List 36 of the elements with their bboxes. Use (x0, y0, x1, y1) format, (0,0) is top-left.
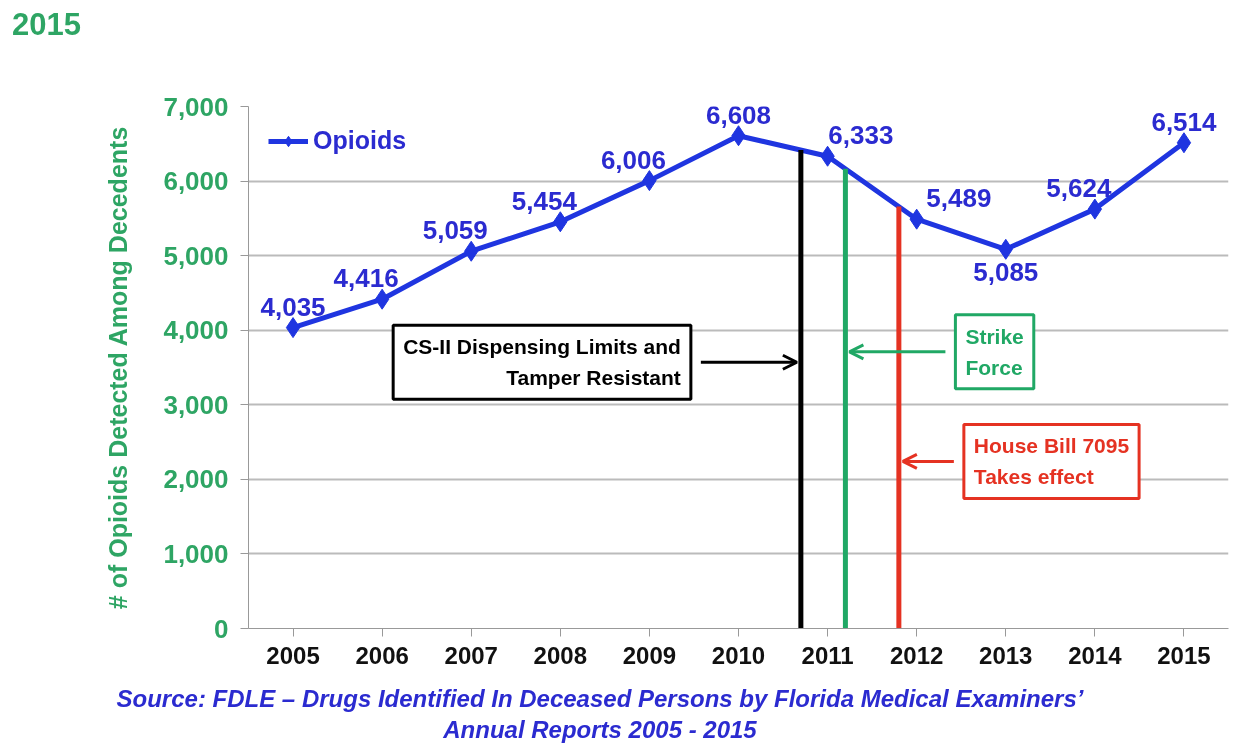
ref-line-label: CS-II Dispensing Limits and Tamper Resistant (403, 335, 681, 390)
data-label: 5,624 (1046, 173, 1112, 204)
y-tick-label: 1,000 (163, 538, 229, 569)
data-label: 6,333 (828, 120, 894, 151)
y-tick-label: 7,000 (163, 91, 229, 122)
legend-label: Opioids (313, 126, 407, 155)
data-label: 6,006 (600, 144, 666, 175)
data-label: 5,489 (926, 183, 992, 214)
x-tick-label: 2010 (711, 641, 766, 669)
data-label: 5,059 (422, 215, 488, 246)
x-tick-label: 2015 (1157, 641, 1211, 669)
x-tick-label: 2011 (801, 641, 854, 669)
x-tick-label: 2009 (622, 641, 677, 669)
y-axis-title: # of Opioids Detected Among Decedents (104, 126, 133, 610)
y-tick-label: 3,000 (163, 389, 229, 420)
ref-line-label: Strike Force (965, 324, 1024, 379)
x-tick-label: 2008 (533, 641, 588, 669)
x-tick-label: 2007 (444, 641, 498, 669)
x-tick-label: 2014 (1068, 641, 1123, 669)
data-label: 5,454 (511, 185, 578, 216)
x-tick-label: 2012 (889, 641, 944, 669)
ref-line-label: House Bill 7095 Takes effect (973, 434, 1130, 489)
y-tick-label: 6,000 (163, 166, 229, 197)
chart-title: 2015 (12, 6, 81, 44)
data-label: 4,416 (333, 263, 399, 294)
x-tick-label: 2006 (355, 641, 409, 669)
source-note: Source: FDLE – Drugs Identified In Deceased Persons by Florida Medical Examiners’ Annual Reports 2005 - 2015 (116, 684, 1084, 746)
x-tick-label: 2013 (979, 641, 1033, 669)
y-tick-label: 4,000 (163, 315, 229, 346)
data-label: 6,514 (1151, 106, 1218, 137)
data-label: 5,085 (973, 257, 1039, 288)
y-tick-label: 5,000 (163, 240, 229, 271)
x-tick-label: 2005 (266, 641, 320, 669)
y-tick-label: 0 (214, 613, 229, 644)
y-tick-label: 2,000 (163, 464, 229, 495)
data-label: 4,035 (260, 291, 326, 322)
